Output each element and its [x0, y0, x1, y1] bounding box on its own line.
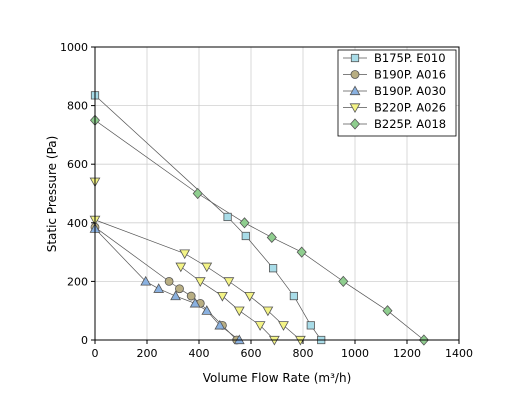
- series-line-segment: [387, 310, 425, 341]
- series-point-group: [90, 91, 326, 345]
- legend-label: B175P. E010: [374, 51, 446, 65]
- data-point: [382, 305, 393, 317]
- series-line-group: [94, 119, 425, 341]
- series-line-segment: [94, 226, 170, 282]
- legend-items: B175P. E010 B190P. A016 B190P. A030 B220P. …: [343, 51, 446, 131]
- data-point: [179, 249, 191, 260]
- data-point: [239, 217, 250, 229]
- data-point: [189, 297, 201, 308]
- series-point-group: [89, 223, 245, 345]
- y-tick-label: 0: [81, 334, 88, 347]
- series-point-group: [89, 114, 429, 346]
- data-point: [217, 291, 228, 302]
- legend-label: B190P. A016: [374, 68, 446, 82]
- data-point: [175, 284, 184, 294]
- data-point: [201, 262, 213, 273]
- data-point: [186, 291, 196, 301]
- x-tick-label: 200: [137, 347, 158, 360]
- legend-marker: [350, 53, 360, 63]
- series-line-group: [94, 95, 322, 341]
- data-point: [164, 276, 174, 286]
- series-line-segment: [94, 219, 185, 254]
- series-points: [89, 91, 429, 346]
- series-line-segment: [293, 295, 312, 326]
- data-point: [244, 291, 256, 302]
- data-point: [192, 187, 203, 200]
- data-point: [194, 277, 206, 287]
- x-axis-title-main: Volume Flow Rate (m³/h): [203, 371, 352, 385]
- series-line-segment: [343, 281, 388, 311]
- data-point: [262, 306, 274, 317]
- data-point: [296, 246, 307, 258]
- legend-label: B225P. A018: [374, 117, 446, 131]
- series-line-segment: [94, 95, 228, 218]
- data-point: [278, 321, 289, 331]
- x-tick-label: 1400: [445, 347, 473, 360]
- axis-ticks: 0 200 400 600 800 1000 1200 1400 0 200 400 600 800 10…: [60, 41, 473, 360]
- legend-marker: [349, 103, 361, 114]
- data-point: [241, 231, 250, 241]
- y-tick-label: 400: [67, 217, 88, 230]
- data-point: [175, 262, 187, 273]
- series-line-segment: [301, 251, 344, 282]
- y-tick-label: 800: [67, 100, 88, 113]
- series-line-segment: [245, 235, 274, 269]
- x-tick-label: 600: [241, 347, 262, 360]
- x-tick-label: 1200: [393, 347, 421, 360]
- data-point: [223, 212, 232, 222]
- y-tick-label: 1000: [60, 41, 88, 54]
- data-point: [201, 305, 213, 315]
- data-point: [306, 321, 315, 330]
- legend-marker: [350, 70, 360, 79]
- data-point: [214, 319, 226, 330]
- data-point: [170, 290, 181, 301]
- data-point: [140, 275, 152, 286]
- x-tick-label: 0: [92, 347, 99, 360]
- data-point: [233, 306, 245, 317]
- legend: B175P. E010 B190P. A016 B190P. A030 B220P. …: [337, 49, 457, 137]
- data-point: [338, 275, 349, 287]
- series-line-segment: [272, 268, 295, 297]
- x-tick-label: 800: [293, 347, 314, 360]
- data-point: [268, 264, 278, 273]
- data-point: [153, 283, 165, 293]
- legend-label: B190P. A030: [374, 84, 446, 98]
- series-line-segment: [94, 119, 198, 194]
- series-line-segment: [94, 228, 146, 282]
- legend-marker: [349, 118, 361, 130]
- series-point-group: [89, 177, 306, 346]
- legend-label: B220P. A026: [374, 101, 446, 115]
- legend-marker: [349, 85, 361, 96]
- y-tick-label: 600: [67, 158, 88, 171]
- data-point: [289, 291, 299, 301]
- x-tick-label: 400: [189, 347, 210, 360]
- series-line-segment: [271, 237, 302, 253]
- data-point: [266, 231, 277, 244]
- data-point: [254, 321, 266, 331]
- series-line-segment: [244, 222, 272, 238]
- x-axis-title: Volume Flow Rate (m³/h): [203, 371, 352, 385]
- plot-frame: [94, 46, 460, 341]
- data-point: [223, 277, 235, 287]
- y-tick-label: 200: [67, 275, 88, 288]
- x-tick-label: 1000: [341, 347, 369, 360]
- y-axis-title: Static Pressure (Pa): [45, 136, 59, 253]
- series-line-segment: [197, 193, 245, 224]
